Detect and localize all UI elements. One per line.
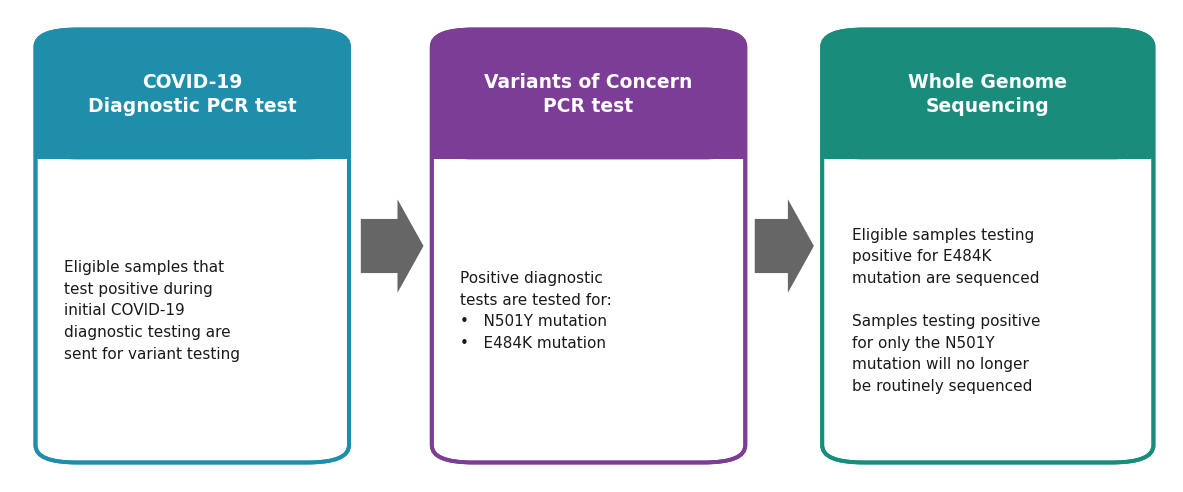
FancyBboxPatch shape [822, 30, 1153, 159]
Text: Eligible samples that
test positive during
initial COVID-19
diagnostic testing a: Eligible samples that test positive duri… [64, 260, 240, 362]
FancyBboxPatch shape [822, 30, 1153, 462]
Bar [822, 133, 1153, 159]
FancyBboxPatch shape [432, 30, 745, 159]
Text: Whole Genome
Sequencing: Whole Genome Sequencing [909, 73, 1067, 116]
Bar [432, 133, 745, 159]
Text: Eligible samples testing
positive for E484K
mutation are sequenced

Samples test: Eligible samples testing positive for E4… [852, 228, 1041, 394]
Polygon shape [755, 199, 814, 293]
Text: Positive diagnostic
tests are tested for:
•   N501Y mutation
•   E484K mutation: Positive diagnostic tests are tested for… [460, 271, 612, 351]
FancyBboxPatch shape [35, 30, 349, 462]
FancyBboxPatch shape [432, 30, 745, 462]
Polygon shape [361, 199, 424, 293]
Text: COVID-19
Diagnostic PCR test: COVID-19 Diagnostic PCR test [88, 73, 297, 116]
FancyBboxPatch shape [35, 30, 349, 159]
Bar [35, 133, 349, 159]
Text: Variants of Concern
PCR test: Variants of Concern PCR test [484, 73, 693, 116]
